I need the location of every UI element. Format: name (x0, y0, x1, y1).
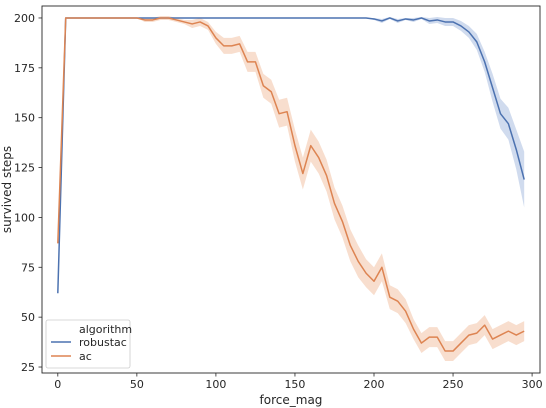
legend-label-robustac: robustac (79, 336, 127, 349)
x-tick-label: 50 (130, 378, 144, 391)
x-tick-label: 150 (284, 378, 305, 391)
confidence-bands (57, 15, 525, 362)
x-tick-label: 250 (443, 378, 464, 391)
y-tick-label: 100 (14, 211, 35, 224)
band-robustac (57, 16, 525, 294)
x-axis-label: force_mag (260, 393, 323, 407)
x-tick-label: 200 (364, 378, 385, 391)
y-axis-label: survived steps (0, 146, 14, 233)
y-tick-label: 75 (21, 261, 35, 274)
y-axis-ticks: 25 50 75 100 125 150 175 200 (14, 12, 42, 374)
x-tick-label: 0 (54, 378, 61, 391)
legend-title: algorithm (79, 323, 132, 336)
band-ac (57, 15, 525, 362)
plot-frame (41, 5, 541, 374)
series-line-ac (57, 17, 525, 352)
y-tick-label: 175 (14, 62, 35, 75)
series-line-robustac (57, 17, 525, 294)
x-tick-label: 100 (205, 378, 226, 391)
y-tick-label: 200 (14, 12, 35, 25)
y-tick-label: 125 (14, 162, 35, 175)
y-tick-label: 50 (21, 311, 35, 324)
x-axis-ticks: 0 50 100 150 200 250 300 (54, 373, 543, 391)
y-tick-label: 150 (14, 112, 35, 125)
x-tick-label: 300 (522, 378, 543, 391)
y-tick-label: 25 (21, 361, 35, 374)
series-lines (57, 17, 525, 352)
legend-label-ac: ac (79, 350, 92, 363)
